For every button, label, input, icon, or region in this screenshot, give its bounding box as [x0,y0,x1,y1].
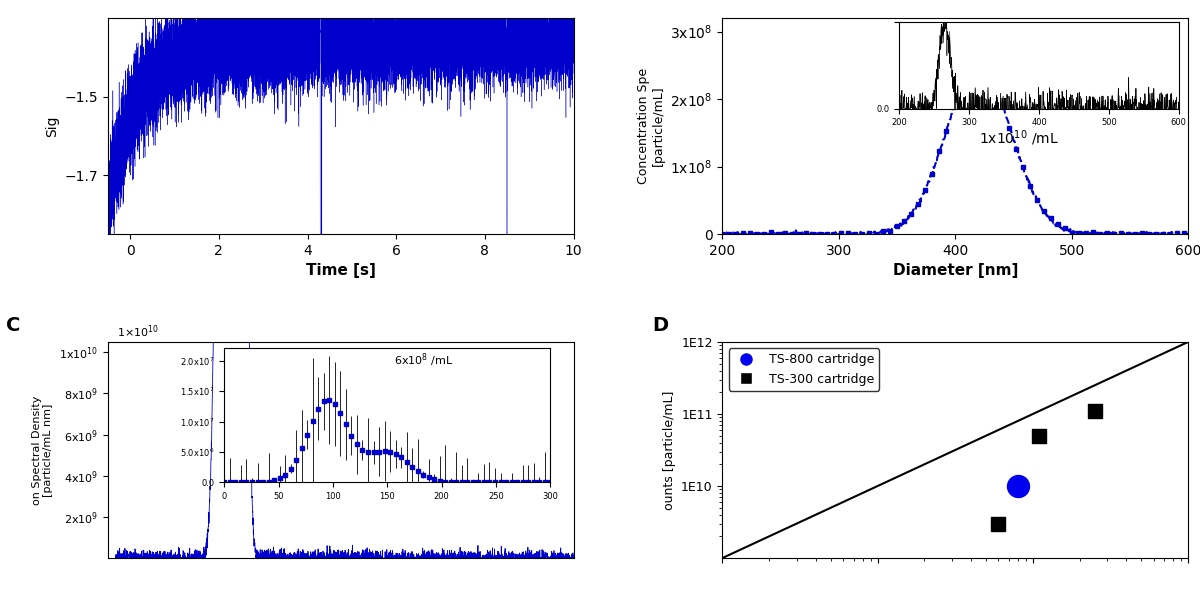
Text: 1x10$^{10}$ /mL: 1x10$^{10}$ /mL [978,128,1058,148]
Point [989,519,1008,529]
Y-axis label: on Spectral Density
[particle/mL nm]: on Spectral Density [particle/mL nm] [32,395,54,505]
Point [1085,406,1104,416]
X-axis label: Diameter [nm]: Diameter [nm] [893,263,1018,278]
Text: D: D [653,316,668,335]
Point [1030,431,1049,440]
X-axis label: Time [s]: Time [s] [306,263,376,278]
Y-axis label: Sig: Sig [46,115,59,137]
Y-axis label: ounts [particle/mL]: ounts [particle/mL] [662,391,676,509]
Text: C: C [6,316,20,335]
Text: 1×10$^{10}$: 1×10$^{10}$ [118,323,160,340]
Legend: TS-800 cartridge, TS-300 cartridge: TS-800 cartridge, TS-300 cartridge [728,348,880,391]
Point [1008,481,1027,491]
Y-axis label: Concentration Spe
[particle/mL]: Concentration Spe [particle/mL] [637,68,665,184]
